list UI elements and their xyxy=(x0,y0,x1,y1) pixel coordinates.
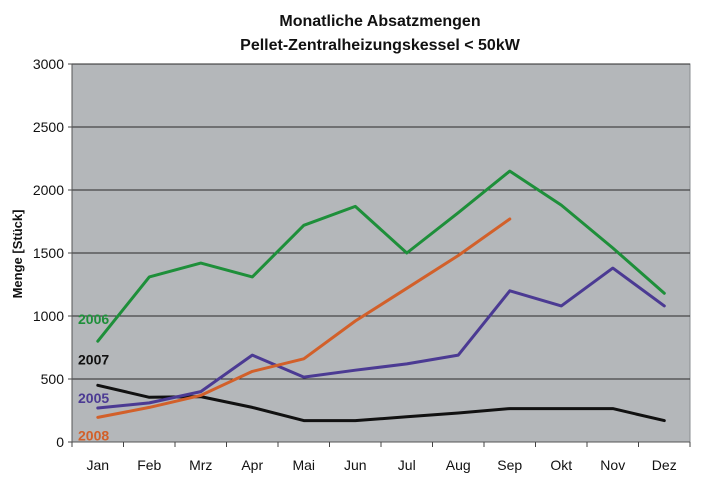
x-tick-label: Dez xyxy=(652,457,677,473)
x-tick-label: Okt xyxy=(550,457,572,473)
x-tick-label: Mrz xyxy=(189,457,212,473)
y-tick-label: 500 xyxy=(41,371,65,387)
y-tick-label: 1500 xyxy=(33,245,64,261)
series-label-2006: 2006 xyxy=(78,311,109,327)
x-tick-label: Aug xyxy=(446,457,471,473)
series-line-2005 xyxy=(96,266,666,410)
series-label-2008: 2008 xyxy=(78,427,109,443)
x-tick-label: Mai xyxy=(292,457,315,473)
x-tick-label: Jan xyxy=(86,457,109,473)
y-tick-label: 1000 xyxy=(33,308,64,324)
series-line-2008 xyxy=(96,217,512,419)
y-axis-label: Menge [Stück] xyxy=(10,210,25,299)
x-tick-label: Jul xyxy=(398,457,416,473)
x-tick-label: Apr xyxy=(241,457,263,473)
y-tick-label: 3000 xyxy=(33,56,64,72)
series-line-2006 xyxy=(96,169,666,343)
series-label-2007: 2007 xyxy=(78,351,109,367)
x-tick-label: Jun xyxy=(344,457,367,473)
x-tick-label: Sep xyxy=(497,457,522,473)
x-tick-label: Nov xyxy=(600,457,625,473)
chart-title: Monatliche Absatzmengen xyxy=(279,13,480,30)
x-tick-label: Feb xyxy=(137,457,161,473)
y-tick-label: 2000 xyxy=(33,182,64,198)
y-tick-label: 0 xyxy=(56,434,64,450)
y-tick-label: 2500 xyxy=(33,119,64,135)
series-label-2005: 2005 xyxy=(78,390,109,406)
chart-subtitle: Pellet-Zentralheizungskessel < 50kW xyxy=(240,37,521,54)
plot-area: 0 500 1000 1500 2000 2500 3000 Jan Feb Mrz Apr Mai J… xyxy=(33,56,691,473)
